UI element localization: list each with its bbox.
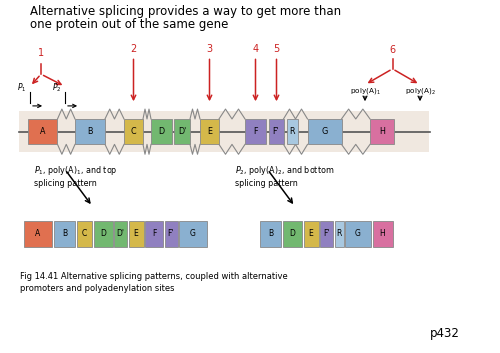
Text: B: B: [88, 127, 93, 136]
Text: H: H: [379, 127, 385, 136]
FancyBboxPatch shape: [370, 119, 394, 144]
Text: D: D: [290, 229, 296, 238]
Text: R: R: [336, 229, 342, 238]
Text: E: E: [308, 229, 314, 238]
FancyBboxPatch shape: [304, 221, 318, 247]
Text: 1: 1: [38, 48, 44, 58]
FancyBboxPatch shape: [200, 119, 219, 144]
Text: D: D: [158, 127, 164, 136]
FancyBboxPatch shape: [179, 221, 206, 247]
Text: D': D': [178, 127, 186, 136]
FancyBboxPatch shape: [114, 221, 127, 247]
FancyBboxPatch shape: [260, 221, 281, 247]
Text: B: B: [62, 229, 67, 238]
Text: 6: 6: [390, 45, 396, 55]
Text: one protein out of the same gene: one protein out of the same gene: [30, 18, 228, 31]
Text: Fig 14.41 Alternative splicing patterns, coupled with alternative
promoters and : Fig 14.41 Alternative splicing patterns,…: [20, 272, 288, 293]
Text: $P_1$, poly(A)$_1$, and top
splicing pattern: $P_1$, poly(A)$_1$, and top splicing pat…: [34, 164, 117, 187]
FancyBboxPatch shape: [24, 221, 52, 247]
FancyBboxPatch shape: [164, 221, 177, 247]
Text: A: A: [40, 127, 45, 136]
FancyBboxPatch shape: [286, 119, 298, 144]
Text: $P_2$: $P_2$: [52, 82, 61, 95]
FancyBboxPatch shape: [245, 119, 266, 144]
Text: G: G: [190, 229, 196, 238]
FancyBboxPatch shape: [19, 111, 429, 152]
Text: D: D: [100, 229, 106, 238]
FancyBboxPatch shape: [94, 221, 112, 247]
Text: $P_1$: $P_1$: [16, 82, 26, 95]
Text: poly(A)$_2$: poly(A)$_2$: [404, 86, 436, 96]
Text: G: G: [355, 229, 361, 238]
FancyBboxPatch shape: [145, 221, 163, 247]
FancyBboxPatch shape: [308, 119, 342, 144]
FancyBboxPatch shape: [372, 221, 392, 247]
FancyBboxPatch shape: [345, 221, 371, 247]
FancyBboxPatch shape: [128, 221, 144, 247]
Text: A: A: [35, 229, 40, 238]
Text: F': F': [272, 127, 280, 136]
Text: H: H: [380, 229, 386, 238]
FancyBboxPatch shape: [77, 221, 92, 247]
FancyBboxPatch shape: [28, 119, 58, 144]
Text: 4: 4: [252, 44, 258, 54]
Text: p432: p432: [430, 327, 460, 340]
Text: C: C: [82, 229, 87, 238]
FancyBboxPatch shape: [334, 221, 344, 247]
FancyBboxPatch shape: [283, 221, 302, 247]
Text: R: R: [289, 127, 295, 136]
Text: F': F': [323, 229, 330, 238]
FancyBboxPatch shape: [320, 221, 333, 247]
FancyBboxPatch shape: [75, 119, 105, 144]
Text: C: C: [130, 127, 136, 136]
Text: F': F': [168, 229, 174, 238]
Text: E: E: [207, 127, 212, 136]
Text: E: E: [134, 229, 138, 238]
Text: Alternative splicing provides a way to get more than: Alternative splicing provides a way to g…: [30, 5, 341, 18]
FancyBboxPatch shape: [268, 119, 283, 144]
Text: $P_2$, poly(A)$_2$, and bottom
splicing pattern: $P_2$, poly(A)$_2$, and bottom splicing …: [235, 164, 334, 187]
FancyBboxPatch shape: [54, 221, 75, 247]
Text: D': D': [116, 229, 124, 238]
FancyBboxPatch shape: [151, 119, 172, 144]
Text: G: G: [322, 127, 328, 136]
Text: 2: 2: [130, 44, 136, 54]
FancyBboxPatch shape: [124, 119, 143, 144]
FancyBboxPatch shape: [174, 119, 190, 144]
Text: F: F: [254, 127, 258, 136]
Text: F: F: [152, 229, 156, 238]
Text: B: B: [268, 229, 273, 238]
Text: 5: 5: [274, 44, 280, 54]
Text: 3: 3: [206, 44, 212, 54]
Text: poly(A)$_1$: poly(A)$_1$: [350, 86, 380, 96]
